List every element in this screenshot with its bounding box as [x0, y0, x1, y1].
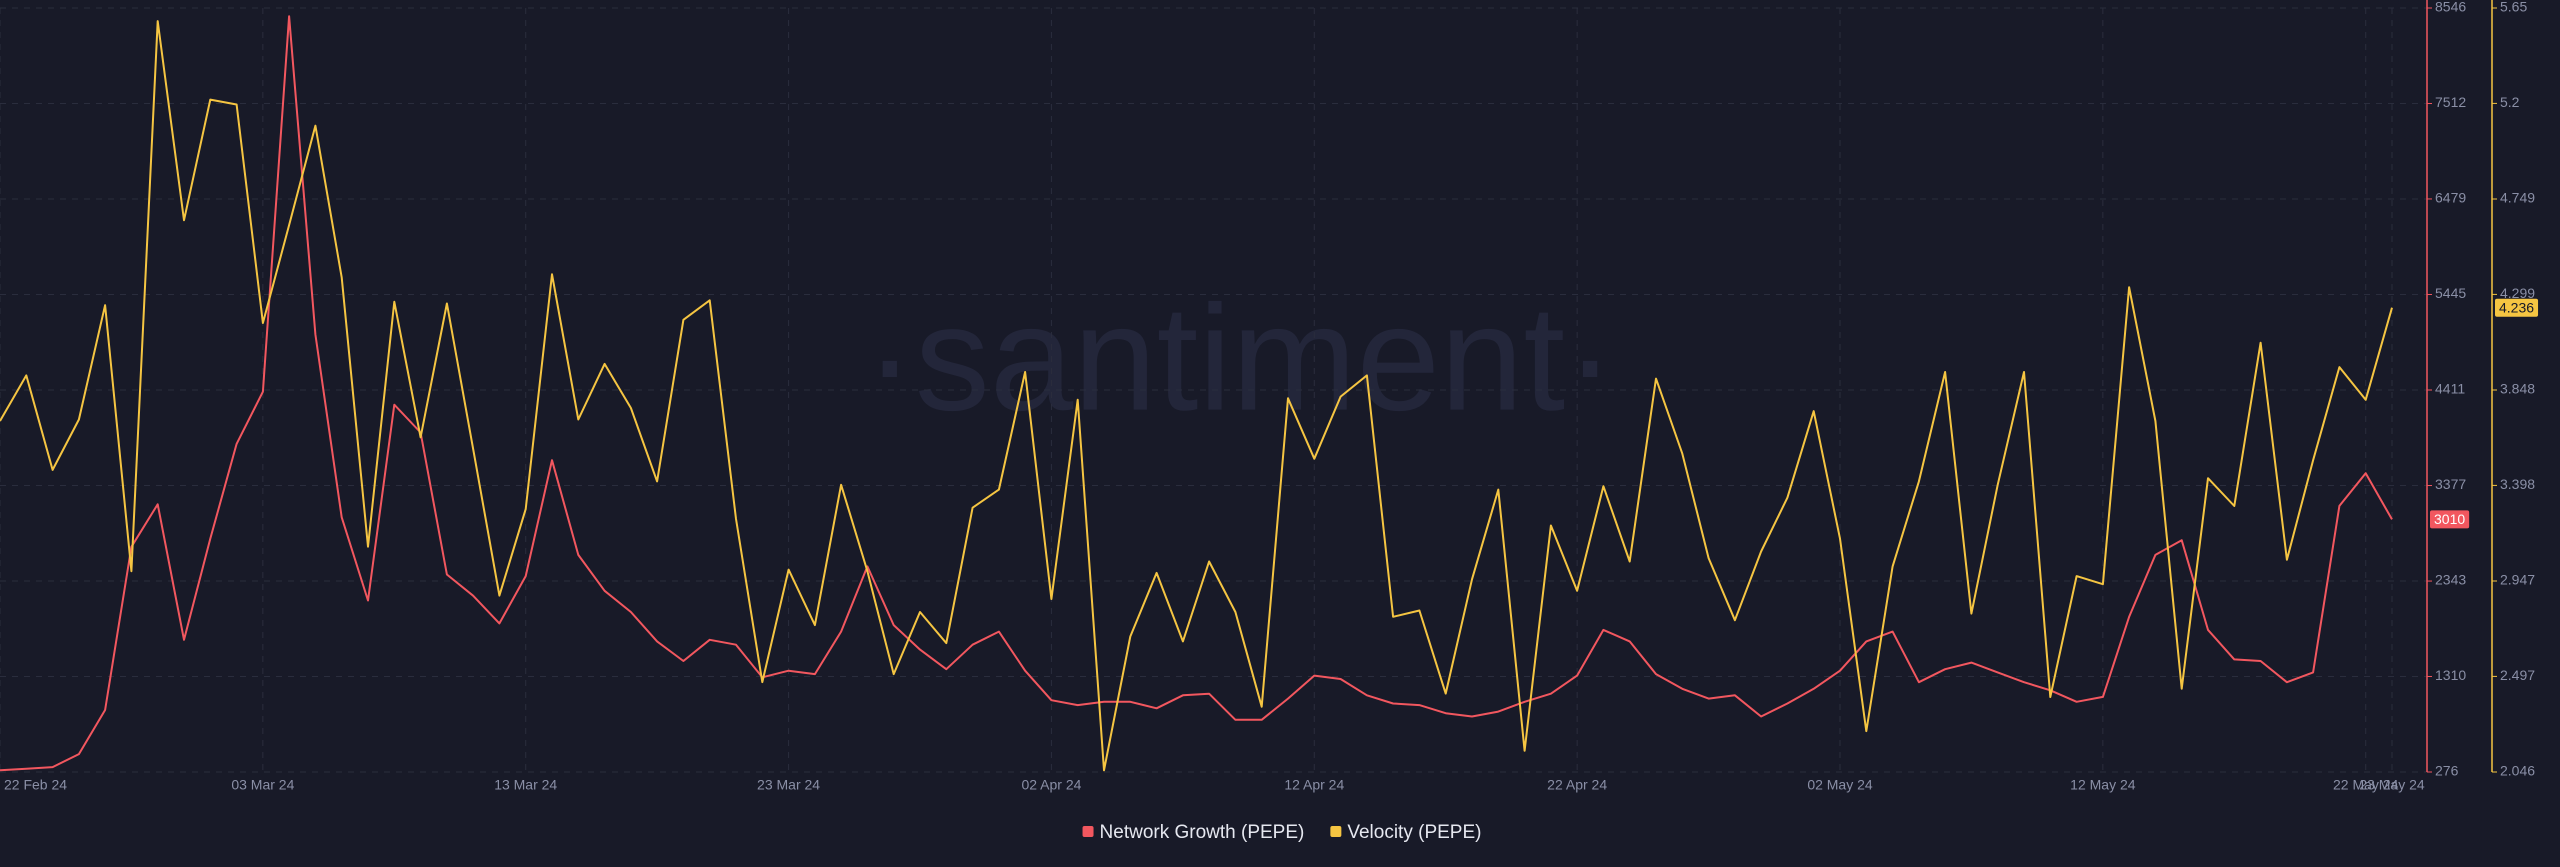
watermark: ·santiment·: [865, 274, 1615, 442]
y-tick-label: 8546: [2435, 0, 2466, 15]
badge-box: [2430, 510, 2470, 529]
y-tick-label: 4411: [2435, 381, 2465, 397]
y-tick-label: 5445: [2435, 285, 2466, 301]
legend-label: Velocity (PEPE): [1347, 822, 1481, 843]
series-line: [0, 20, 2393, 772]
y-tick-label: 6479: [2435, 190, 2466, 206]
legend-swatch: [1330, 826, 1342, 837]
x-tick-label: 03 Mar 24: [231, 777, 294, 793]
last-value-badge: 4.236: [2495, 298, 2539, 317]
last-value-badge: 3010: [2430, 510, 2470, 529]
series-line: [0, 15, 2393, 772]
x-tick-label: 02 May 24: [1807, 777, 1873, 793]
x-tick-label: 12 May 24: [2070, 777, 2136, 793]
x-tick-label: 13 Mar 24: [494, 777, 557, 793]
x-tick-label: 23 May 24: [2359, 777, 2425, 793]
legend: Network Growth (PEPE) Velocity (PEPE): [1082, 822, 1481, 843]
x-tick-label: 23 Mar 24: [757, 777, 820, 793]
y2-tick-label: 5.65: [2500, 0, 2527, 15]
x-tick-label: 22 Apr 24: [1547, 777, 1607, 793]
badge-label: 4.236: [2499, 299, 2534, 315]
badge-box: [2495, 298, 2539, 317]
y-tick-label: 3377: [2435, 476, 2466, 492]
y2-tick-label: 5.2: [2500, 94, 2520, 110]
x-tick-label: 12 Apr 24: [1284, 777, 1344, 793]
badge-label: 3010: [2434, 511, 2465, 527]
x-tick-label: 02 Apr 24: [1021, 777, 1081, 793]
legend-label: Network Growth (PEPE): [1100, 822, 1305, 843]
y2-tick-label: 2.947: [2500, 572, 2535, 588]
y-tick-label: 2343: [2435, 572, 2466, 588]
y-tick-label: 1310: [2435, 667, 2466, 683]
y2-tick-label: 3.398: [2500, 476, 2535, 492]
y2-tick-label: 3.848: [2500, 381, 2535, 397]
x-tick-label: 22 May 24: [2333, 777, 2399, 793]
y2-tick-label: 4.299: [2500, 285, 2535, 301]
y-tick-label: 7512: [2435, 94, 2466, 110]
y2-tick-label: 2.497: [2500, 667, 2535, 683]
y2-tick-label: 2.046: [2500, 763, 2535, 779]
y2-tick-label: 4.749: [2500, 190, 2535, 206]
legend-swatch: [1082, 826, 1094, 837]
y-tick-label: 276: [2435, 763, 2459, 779]
x-tick-label: 22 Feb 24: [4, 777, 67, 793]
